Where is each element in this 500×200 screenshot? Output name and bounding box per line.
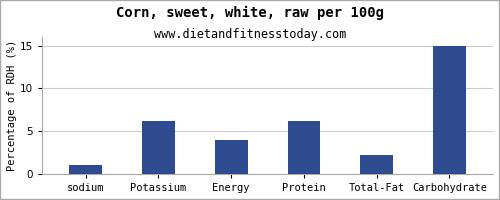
Text: Corn, sweet, white, raw per 100g: Corn, sweet, white, raw per 100g xyxy=(116,6,384,20)
Bar xyxy=(215,140,248,174)
Bar xyxy=(288,121,320,174)
Text: www.dietandfitnesstoday.com: www.dietandfitnesstoday.com xyxy=(154,28,346,41)
Bar xyxy=(142,121,175,174)
Bar xyxy=(70,165,102,174)
Y-axis label: Percentage of RDH (%): Percentage of RDH (%) xyxy=(7,40,17,171)
Bar xyxy=(360,155,393,174)
Bar xyxy=(433,46,466,174)
